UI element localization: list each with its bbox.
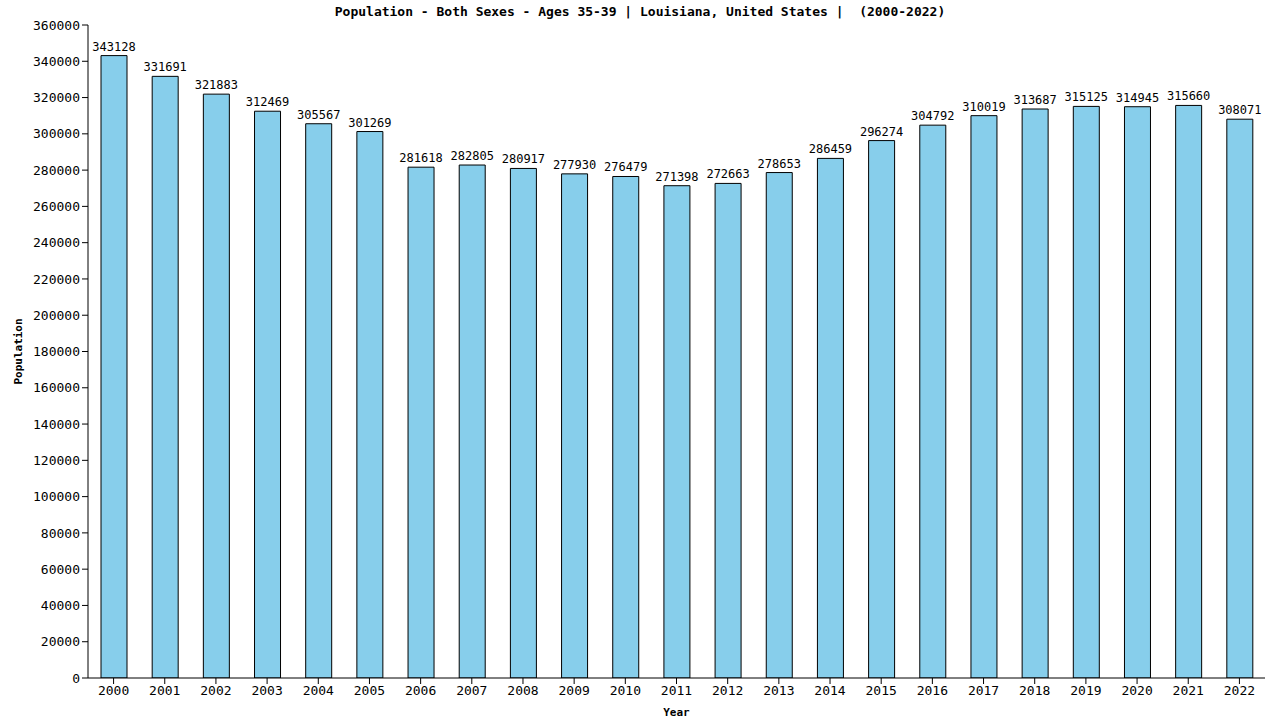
html-text:Population - Both Sexes - Ages: Population - Both Sexes - Ages 35-39 | L… (334, 4, 946, 19)
svg-text:2000: 2000 (98, 683, 129, 698)
svg-text:315660: 315660 (1167, 89, 1210, 103)
svg-text:2005: 2005 (354, 683, 385, 698)
svg-text:320000: 320000 (33, 90, 80, 105)
svg-text:2018: 2018 (1019, 683, 1050, 698)
svg-text:2012: 2012 (712, 683, 743, 698)
svg-text:305567: 305567 (297, 108, 340, 122)
svg-text:340000: 340000 (33, 54, 80, 69)
svg-text:2020: 2020 (1121, 683, 1152, 698)
svg-text:271398: 271398 (655, 170, 698, 184)
svg-text:277930: 277930 (553, 158, 596, 172)
svg-text:314945: 314945 (1116, 91, 1159, 105)
svg-text:310019: 310019 (962, 100, 1005, 114)
svg-text:120000: 120000 (33, 453, 80, 468)
svg-text:2019: 2019 (1070, 683, 1101, 698)
svg-text:40000: 40000 (41, 598, 80, 613)
svg-text:296274: 296274 (860, 125, 903, 139)
svg-text:2017: 2017 (968, 683, 999, 698)
svg-text:60000: 60000 (41, 562, 80, 577)
svg-text:360000: 360000 (33, 18, 80, 33)
svg-text:2021: 2021 (1173, 683, 1204, 698)
svg-text:282805: 282805 (451, 149, 494, 163)
svg-text:2003: 2003 (251, 683, 282, 698)
svg-text:331691: 331691 (143, 60, 186, 74)
svg-text:200000: 200000 (33, 308, 80, 323)
svg-text:Population: Population (12, 318, 25, 384)
svg-text:343128: 343128 (92, 40, 135, 54)
svg-text:315125: 315125 (1065, 90, 1108, 104)
svg-text:280917: 280917 (502, 152, 545, 166)
svg-text:220000: 220000 (33, 272, 80, 287)
svg-text:0: 0 (72, 671, 80, 686)
svg-text:160000: 160000 (33, 380, 80, 395)
svg-text:2011: 2011 (661, 683, 692, 698)
svg-text:278653: 278653 (758, 157, 801, 171)
svg-text:2006: 2006 (405, 683, 436, 698)
svg-text:300000: 300000 (33, 126, 80, 141)
svg-text:20000: 20000 (41, 634, 80, 649)
svg-text:301269: 301269 (348, 116, 391, 130)
svg-text:2014: 2014 (814, 683, 845, 698)
svg-text:321883: 321883 (195, 78, 238, 92)
svg-text:2001: 2001 (149, 683, 180, 698)
svg-text:100000: 100000 (33, 489, 80, 504)
svg-text:280000: 280000 (33, 163, 80, 178)
svg-text:2022: 2022 (1224, 683, 1255, 698)
svg-text:2004: 2004 (303, 683, 334, 698)
svg-text:240000: 240000 (33, 235, 80, 250)
svg-text:180000: 180000 (33, 344, 80, 359)
svg-text:80000: 80000 (41, 526, 80, 541)
svg-text:308071: 308071 (1218, 103, 1261, 117)
svg-text:2008: 2008 (507, 683, 538, 698)
svg-text:281618: 281618 (399, 151, 442, 165)
svg-text:140000: 140000 (33, 417, 80, 432)
svg-text:260000: 260000 (33, 199, 80, 214)
svg-text:2007: 2007 (456, 683, 487, 698)
svg-text:2016: 2016 (917, 683, 948, 698)
svg-text:304792: 304792 (911, 109, 954, 123)
svg-text:313687: 313687 (1013, 93, 1056, 107)
svg-text:2010: 2010 (610, 683, 641, 698)
svg-text:272663: 272663 (706, 167, 749, 181)
svg-text:2015: 2015 (866, 683, 897, 698)
svg-text:312469: 312469 (246, 95, 289, 109)
svg-text:2013: 2013 (763, 683, 794, 698)
svg-text:2002: 2002 (200, 683, 231, 698)
svg-text:276479: 276479 (604, 160, 647, 174)
svg-text:286459: 286459 (809, 142, 852, 156)
svg-text:2009: 2009 (558, 683, 589, 698)
svg-text:Year: Year (663, 706, 690, 719)
